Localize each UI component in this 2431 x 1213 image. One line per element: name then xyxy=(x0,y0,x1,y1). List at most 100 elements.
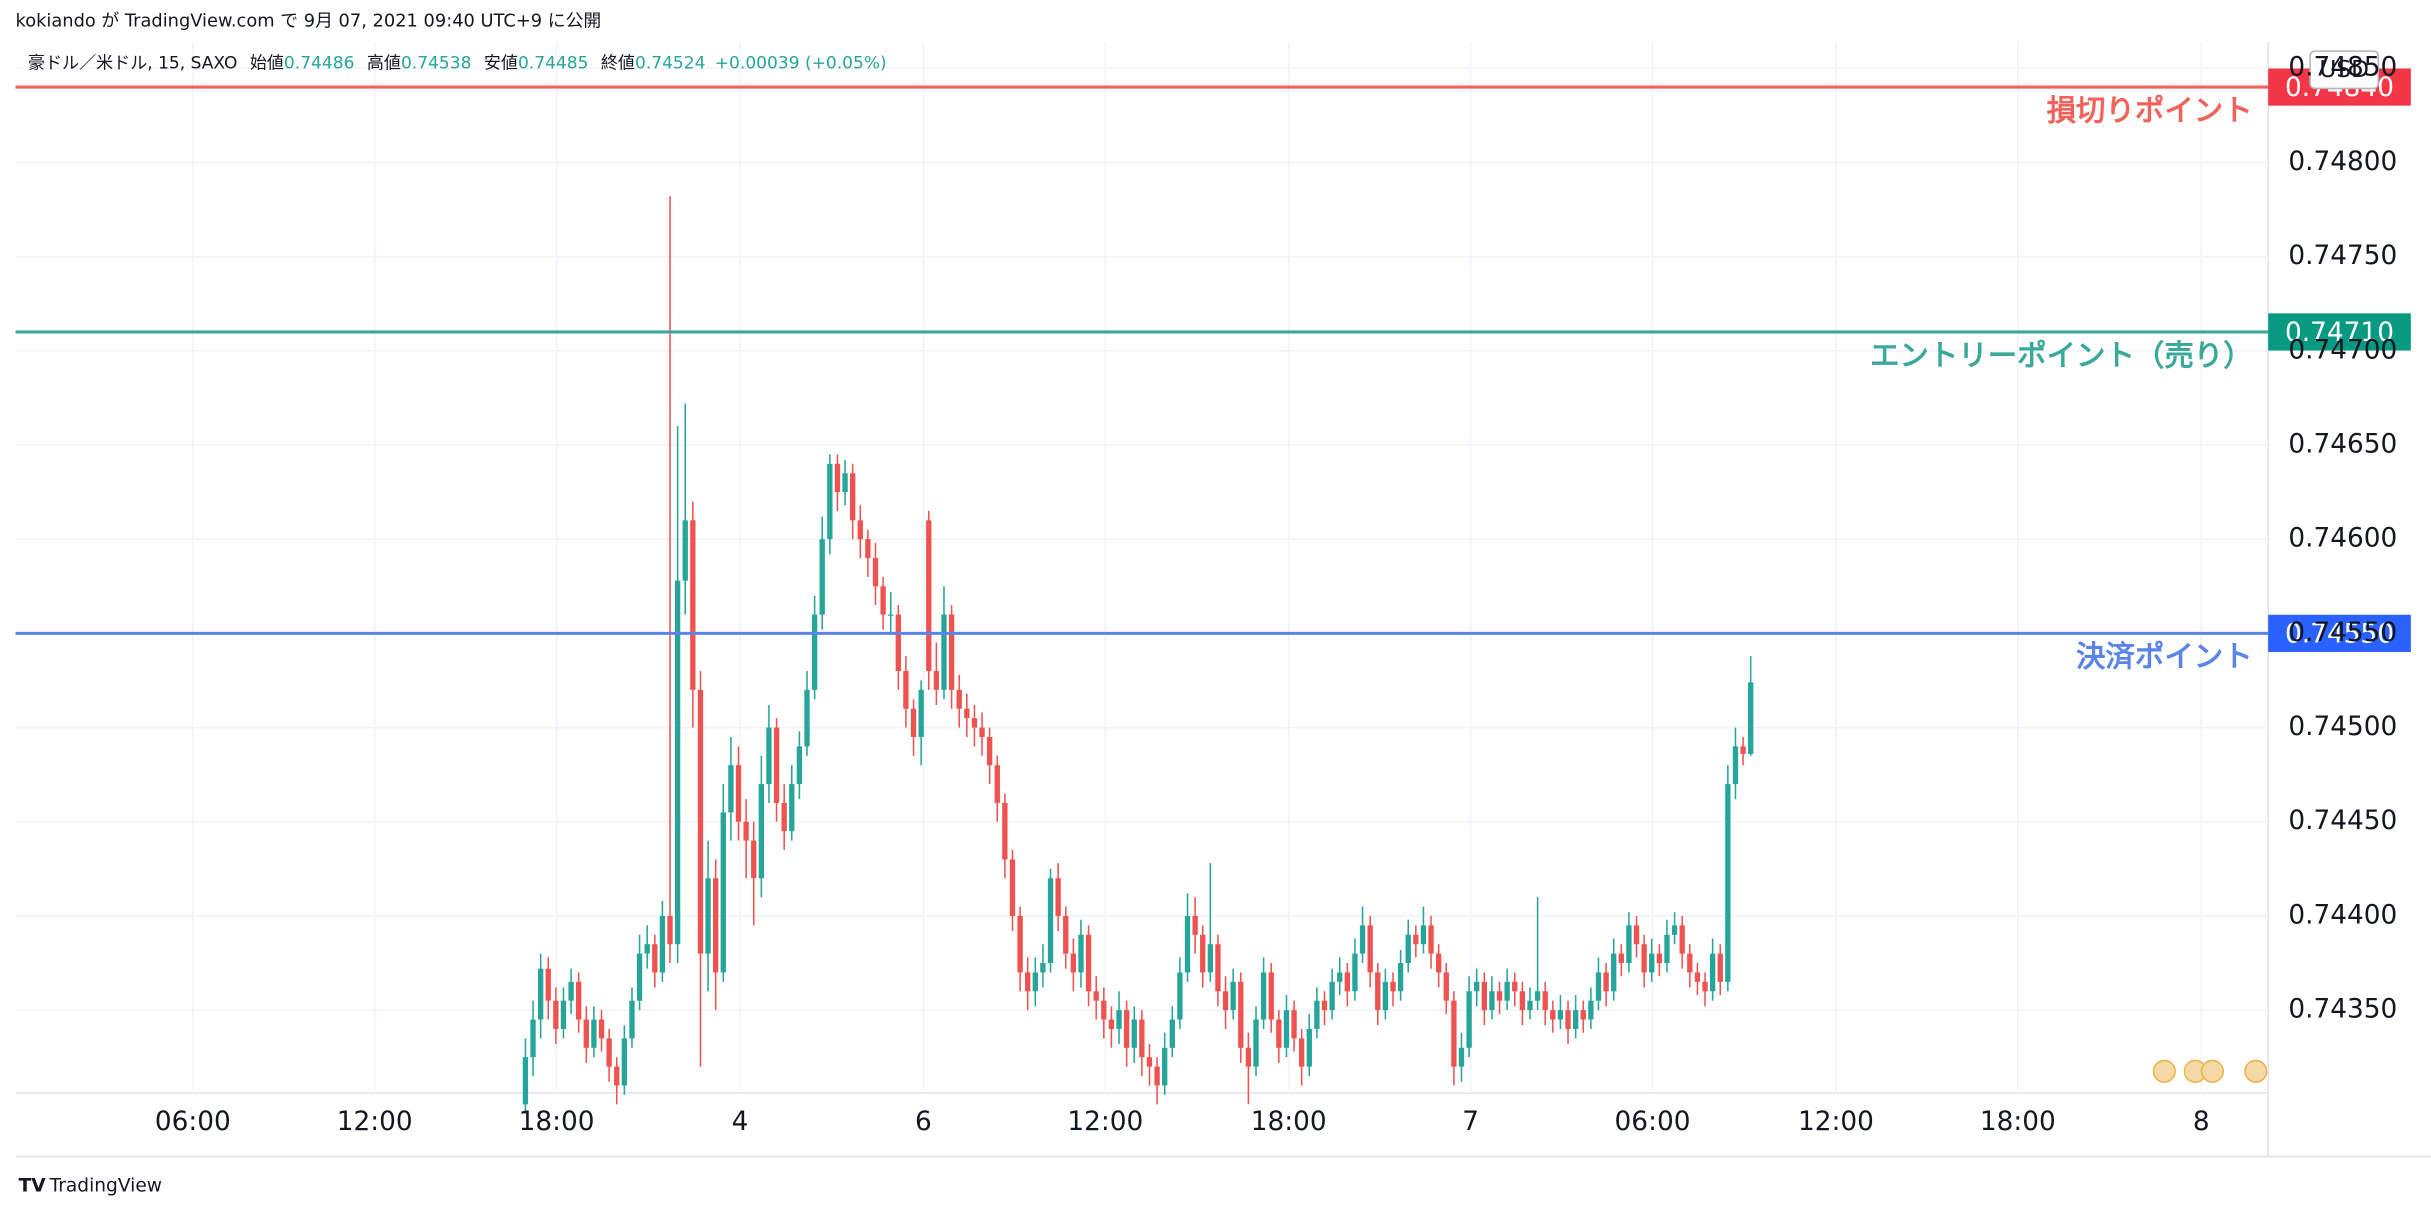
level-annotation: 損切りポイント xyxy=(2047,93,2253,127)
x-tick-label: 12:00 xyxy=(337,1107,413,1137)
candle-body xyxy=(1078,934,1084,973)
candles xyxy=(522,196,1754,1114)
candle-body xyxy=(1070,953,1077,973)
candle-body xyxy=(560,1000,567,1029)
candle-body xyxy=(621,1038,628,1086)
level-annotation: エントリーポイント（売り） xyxy=(1870,338,2253,372)
candle-body xyxy=(1709,953,1716,992)
candle-body xyxy=(811,614,818,690)
candle-body xyxy=(1306,1028,1312,1067)
candle-body xyxy=(903,671,909,709)
candle-body xyxy=(1656,953,1663,964)
candle-body xyxy=(1671,925,1678,935)
candle-body xyxy=(1550,1010,1556,1020)
candle-body xyxy=(1527,1000,1533,1011)
candle-body xyxy=(1626,925,1632,964)
candle-body xyxy=(1694,972,1701,982)
currency-box[interactable] xyxy=(2309,50,2380,90)
candle-body xyxy=(1017,915,1023,973)
symbol: 豪ドル／米ドル, 15, SAXO xyxy=(28,53,238,74)
low-value: 0.74485 xyxy=(518,54,589,74)
candle-body xyxy=(713,878,719,973)
x-tick-label: 06:00 xyxy=(155,1107,231,1137)
x-tick-label: 18:00 xyxy=(1980,1107,2056,1137)
legend: 豪ドル／米ドル, 15, SAXO 始値0.74486 高値0.74538 安値0.7… xyxy=(28,53,887,74)
candle-body xyxy=(1177,972,1183,1020)
x-tick-label: 18:00 xyxy=(1251,1107,1327,1137)
logo: TV xyxy=(19,1176,47,1197)
candle-body xyxy=(530,1019,536,1058)
candle-body xyxy=(865,539,871,559)
candle-body xyxy=(1131,1019,1137,1048)
event-icon[interactable] xyxy=(2244,1059,2268,1083)
candle-body xyxy=(1047,878,1054,964)
candle-body xyxy=(1276,1019,1282,1048)
y-tick-label: 0.74550 xyxy=(2288,618,2397,648)
candle-body xyxy=(1679,925,1685,954)
candle-body xyxy=(1169,1019,1175,1048)
candle-body xyxy=(1397,963,1404,992)
candle-body xyxy=(720,812,726,973)
candle-body xyxy=(1321,1000,1328,1011)
candle-body xyxy=(1162,1047,1168,1086)
candle-body xyxy=(1344,972,1351,992)
candle-body xyxy=(636,953,643,1001)
candle-body xyxy=(1025,972,1031,992)
candle-body xyxy=(1382,981,1389,1011)
candle-body xyxy=(926,520,932,672)
candle-body xyxy=(553,1000,559,1029)
candle-body xyxy=(948,614,955,690)
candle-body xyxy=(1222,991,1229,1011)
candle-body xyxy=(1702,981,1708,992)
level-annotation: 決済ポイント xyxy=(2076,640,2253,674)
candle-body xyxy=(1481,981,1487,1011)
candle-body xyxy=(1595,972,1602,1001)
candle-body xyxy=(1435,953,1442,973)
candle-body xyxy=(1405,934,1411,964)
candle-body xyxy=(1108,1019,1115,1029)
candle-body xyxy=(1032,972,1038,992)
candle-body xyxy=(667,915,673,945)
y-tick-label: 0.74800 xyxy=(2288,147,2397,177)
candle-body xyxy=(1512,981,1518,992)
candle-body xyxy=(1207,944,1214,973)
candle-body xyxy=(1649,953,1655,973)
candle-body xyxy=(728,765,734,813)
candle-body xyxy=(1565,1010,1571,1029)
candle-body xyxy=(1725,784,1731,982)
high-value: 0.74538 xyxy=(401,54,472,74)
candle-body xyxy=(842,473,848,493)
candle-body xyxy=(1200,934,1206,973)
x-tick-label: 12:00 xyxy=(1067,1107,1143,1137)
candle-body xyxy=(1633,925,1640,945)
candle-body xyxy=(1314,1000,1320,1029)
change: +0.00039 (+0.05%) xyxy=(715,54,887,74)
candle-body xyxy=(857,520,863,540)
candle-body xyxy=(872,558,879,587)
candle-body xyxy=(888,614,894,616)
candle-body xyxy=(1101,1000,1107,1020)
candle-body xyxy=(583,1019,589,1048)
candle-body xyxy=(964,708,970,719)
y-tick-label: 0.74650 xyxy=(2288,429,2397,459)
candle-body xyxy=(956,689,962,709)
candle-body xyxy=(1572,1010,1579,1029)
candle-body xyxy=(1123,1010,1130,1048)
candle-body xyxy=(850,473,856,521)
candle-body xyxy=(910,708,917,737)
candle-body xyxy=(1641,944,1647,973)
event-icon[interactable] xyxy=(2200,1059,2225,1083)
candle-body xyxy=(895,614,901,672)
grid xyxy=(15,41,2269,1094)
candle-body xyxy=(781,802,787,832)
candle-body xyxy=(1337,972,1343,982)
candle-body xyxy=(941,614,947,690)
candle-body xyxy=(598,1019,605,1039)
event-icon[interactable] xyxy=(2152,1059,2176,1083)
candle-body xyxy=(1519,991,1526,1011)
candle-body xyxy=(1009,859,1016,916)
candle-body xyxy=(652,944,658,973)
candle-body xyxy=(986,736,993,766)
